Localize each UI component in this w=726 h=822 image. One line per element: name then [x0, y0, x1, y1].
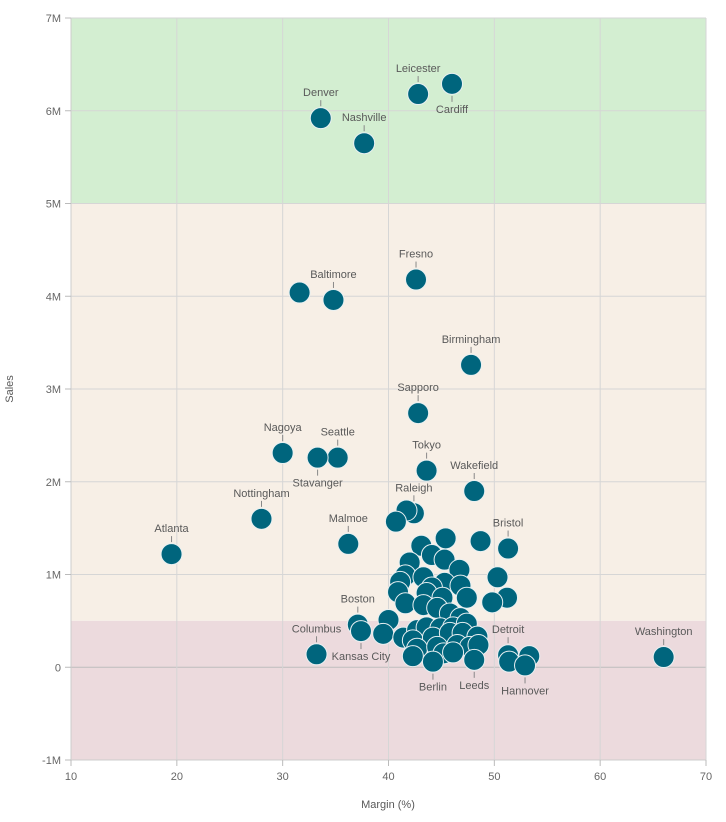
x-tick-label: 60	[594, 771, 606, 783]
data-point[interactable]	[372, 622, 395, 645]
data-point[interactable]	[401, 645, 424, 668]
data-point[interactable]	[455, 586, 478, 609]
point-label: Cardiff	[436, 104, 469, 116]
data-points[interactable]	[160, 72, 675, 677]
data-point-baltimore[interactable]	[322, 288, 345, 311]
data-point-cardiff[interactable]	[441, 72, 463, 95]
point-label: Boston	[341, 594, 375, 606]
point-label: Sapporo	[397, 382, 439, 394]
data-point-leicester[interactable]	[407, 83, 430, 106]
point-label: Seattle	[321, 427, 355, 439]
point-label: Bristol	[493, 518, 524, 530]
x-axis: 10 20 30 40 50 60 70	[65, 760, 712, 783]
point-label: Atlanta	[154, 523, 189, 535]
data-point-bristol[interactable]	[497, 537, 520, 560]
data-point-nashville[interactable]	[353, 132, 376, 155]
point-label: Detroit	[492, 624, 524, 636]
y-tick-label: 7M	[46, 13, 61, 25]
x-tick-label: 10	[65, 771, 77, 783]
x-axis-title: Margin (%)	[361, 799, 415, 811]
y-tick-label: 2M	[46, 477, 61, 489]
point-label: Columbus	[292, 623, 342, 635]
point-label: Stavanger	[293, 478, 343, 490]
point-label: Baltimore	[310, 269, 356, 281]
x-tick-label: 20	[171, 771, 183, 783]
point-label: Malmoe	[329, 513, 368, 525]
point-label: Nashville	[342, 112, 387, 124]
data-point[interactable]	[442, 641, 465, 664]
point-label: Nottingham	[233, 488, 289, 500]
point-label: Denver	[303, 87, 339, 99]
point-label: Hannover	[501, 685, 549, 697]
x-tick-label: 40	[382, 771, 394, 783]
data-point-kansas-city[interactable]	[349, 620, 372, 643]
data-point[interactable]	[481, 591, 504, 614]
data-point[interactable]	[384, 510, 407, 533]
data-point[interactable]	[469, 530, 492, 553]
x-tick-label: 50	[488, 771, 500, 783]
y-tick-label: 3M	[46, 384, 61, 396]
point-label: Raleigh	[395, 482, 432, 494]
point-label: Nagoya	[264, 422, 303, 434]
point-labels: Leicester Cardiff Denver Nashville Fresno Bal…	[154, 63, 692, 697]
point-label: Leicester	[396, 63, 441, 75]
data-point-denver[interactable]	[309, 107, 332, 130]
data-point-columbus[interactable]	[305, 643, 328, 666]
data-point-tokyo[interactable]	[415, 459, 438, 482]
x-tick-label: 30	[277, 771, 289, 783]
data-point[interactable]	[288, 281, 311, 304]
point-label: Birmingham	[442, 334, 501, 346]
y-tick-label: 6M	[46, 106, 61, 118]
data-point[interactable]	[486, 566, 509, 589]
y-tick-label: -1M	[42, 755, 61, 767]
data-point-berlin[interactable]	[421, 650, 444, 673]
data-point-stavanger[interactable]	[306, 446, 329, 469]
y-tick-label: 5M	[46, 199, 61, 211]
point-label: Tokyo	[412, 440, 441, 452]
data-point-nottingham[interactable]	[250, 507, 273, 530]
y-tick-label: 0	[55, 662, 61, 674]
point-label: Berlin	[419, 682, 447, 694]
data-point-seattle[interactable]	[326, 446, 349, 469]
data-point-nagoya[interactable]	[271, 441, 294, 464]
point-label: Fresno	[399, 249, 433, 261]
data-point[interactable]	[434, 527, 457, 550]
data-point-washington[interactable]	[652, 646, 675, 669]
data-point-leeds[interactable]	[463, 648, 486, 671]
y-axis-title: Sales	[4, 375, 16, 403]
point-label: Washington	[635, 626, 693, 638]
data-point-birmingham[interactable]	[460, 353, 483, 376]
data-point-malmoe[interactable]	[337, 532, 360, 555]
y-tick-label: 1M	[46, 570, 61, 582]
data-point-wakefield[interactable]	[463, 480, 486, 503]
point-label: Wakefield	[450, 460, 498, 472]
data-point-hannover[interactable]	[514, 654, 537, 677]
point-label: Leeds	[459, 680, 489, 692]
data-point-sapporo[interactable]	[407, 402, 430, 425]
data-point-atlanta[interactable]	[160, 543, 183, 566]
y-axis: -1M 0 1M 2M 3M 4M 5M 6M 7M	[42, 13, 71, 767]
point-label: Kansas City	[332, 651, 391, 663]
data-point-fresno[interactable]	[405, 268, 428, 291]
x-tick-label: 70	[700, 771, 712, 783]
y-tick-label: 4M	[46, 291, 61, 303]
